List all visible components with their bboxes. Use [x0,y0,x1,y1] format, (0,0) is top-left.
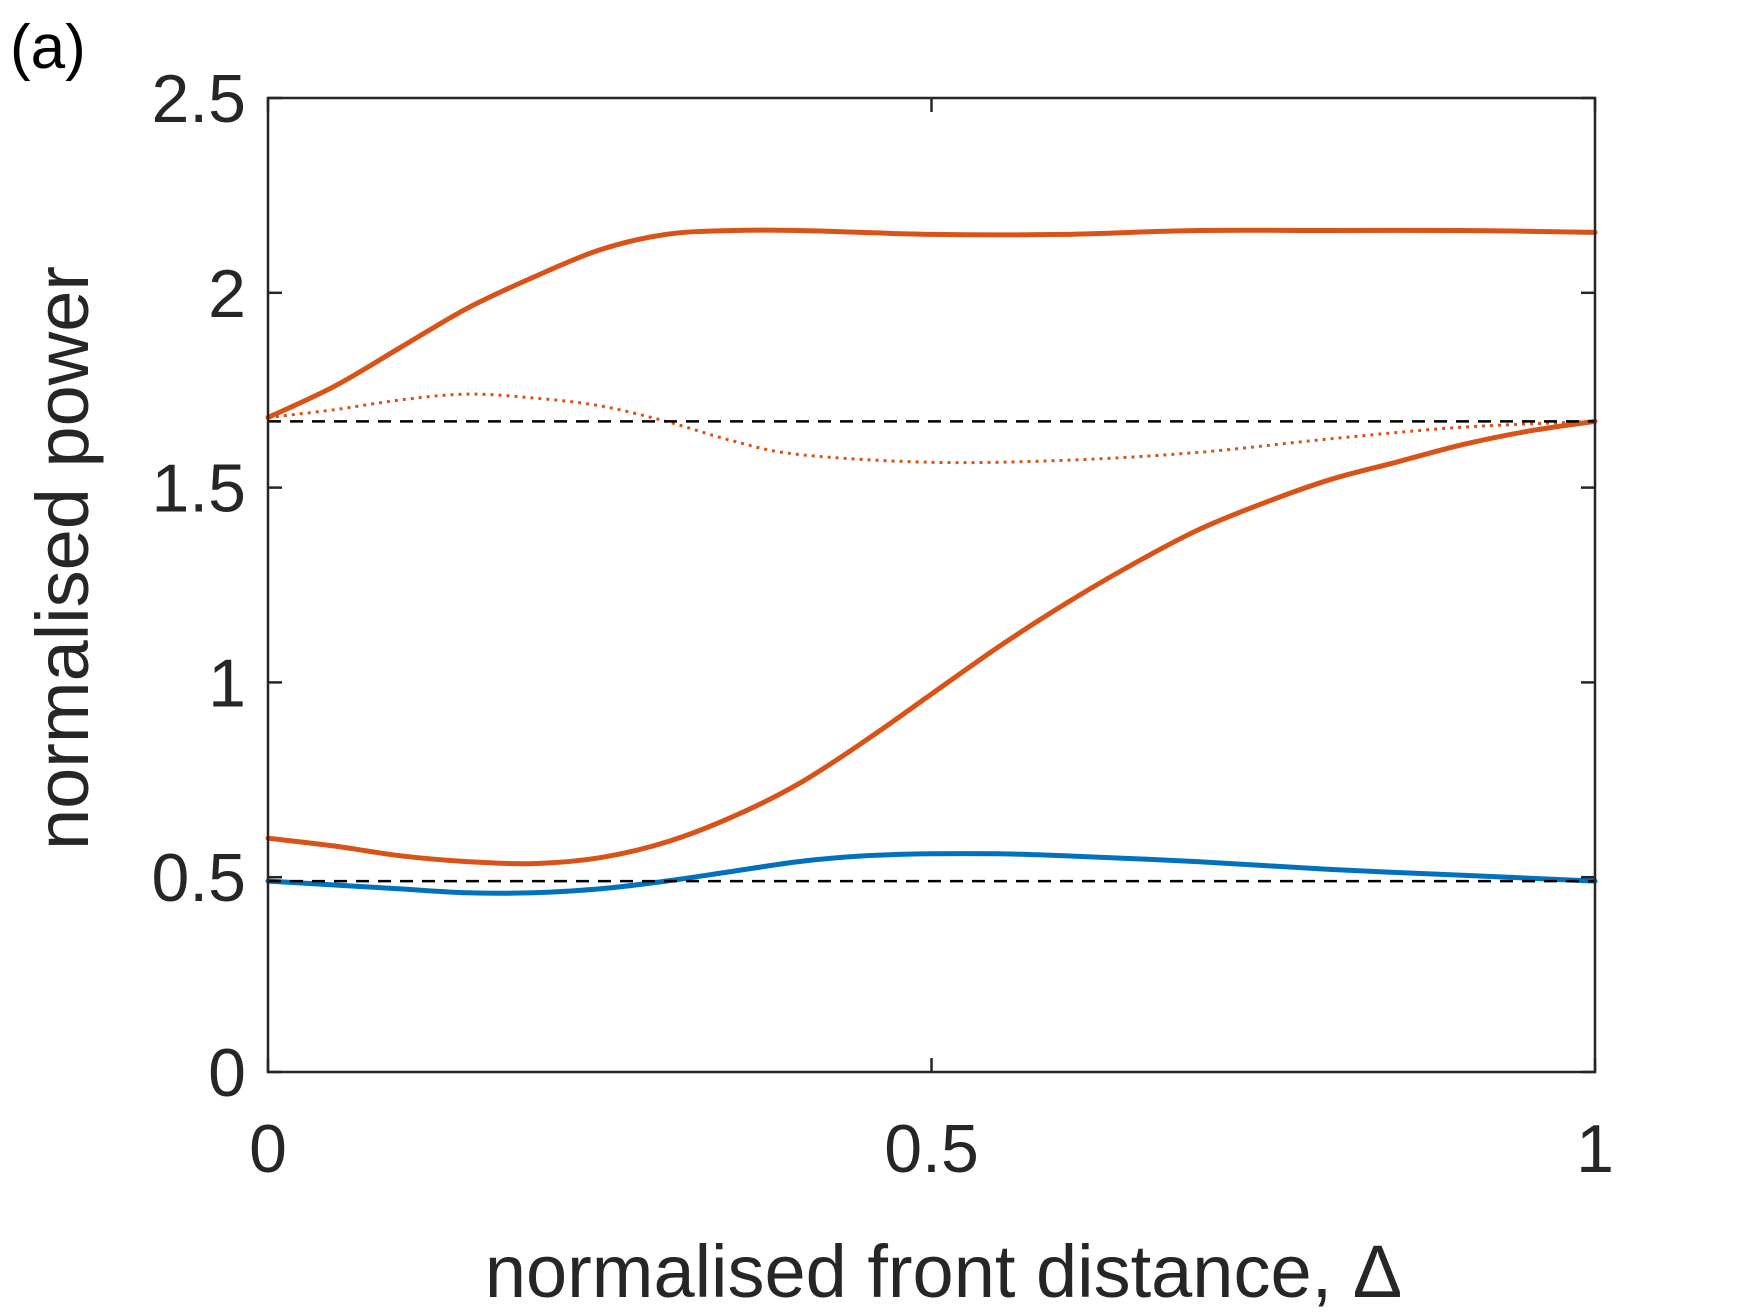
y-tick-label: 1 [208,645,246,721]
x-tick-label: 1 [1576,1111,1614,1187]
y-tick-label: 1.5 [151,451,246,527]
series-line-3 [265,418,1598,867]
x-axis-title: normalised front distance, Δ [485,1230,1402,1313]
series-layer [265,227,1598,896]
tick-layer: 0 0.5 1 1.5 2 2.5 0 0.5 1 [151,61,1613,1187]
y-axis-title: normalised power [21,266,104,850]
series-line-4 [265,851,1598,896]
panel-label: (a) [10,13,86,82]
x-tick-label: 0.5 [884,1111,979,1187]
y-tick-label: 2.5 [151,61,246,137]
y-tick-label: 0.5 [151,840,246,916]
series-line-2 [267,392,1596,465]
series-line-1 [265,227,1598,420]
y-tick-label: 2 [208,256,246,332]
x-tick-label: 0 [249,1111,287,1187]
y-tick-label: 0 [208,1035,246,1111]
